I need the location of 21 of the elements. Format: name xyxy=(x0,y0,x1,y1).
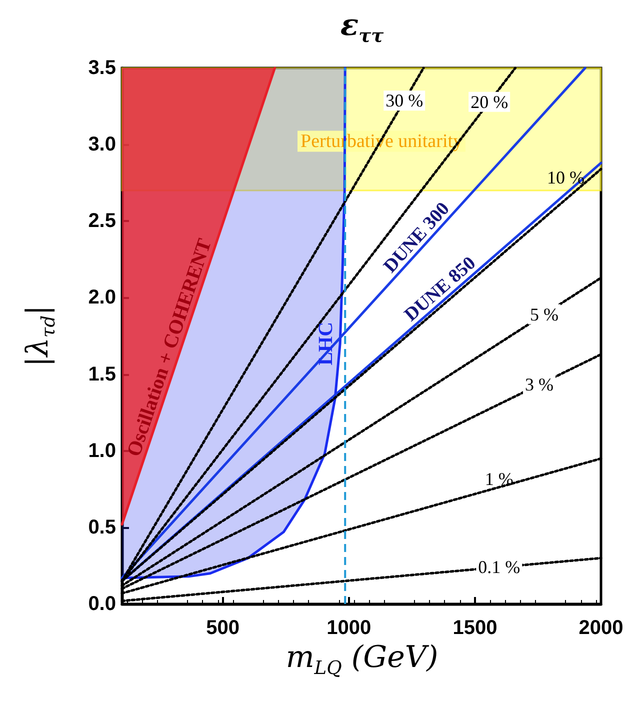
text: LHC xyxy=(315,322,338,366)
series-label: 20 % xyxy=(470,92,508,112)
y-tick-label: 1.0 xyxy=(88,440,116,462)
y-tick-label: 0.0 xyxy=(88,593,116,615)
x-tick-label: 1500 xyxy=(452,617,498,639)
x-tick-label: 500 xyxy=(206,617,240,639)
y-tick-label: 0.5 xyxy=(88,516,116,538)
y-tick-label: 2.5 xyxy=(88,210,116,232)
y-tick-label: 2.0 xyxy=(88,286,116,309)
series-label: 3 % xyxy=(524,374,554,395)
y-tick-label: 3.0 xyxy=(88,134,116,156)
x-axis-title: m$_{LQ}$ (GeV) xyxy=(286,640,438,679)
series-label: 5 % xyxy=(530,304,559,324)
chart-title: ε$_{ττ}$ xyxy=(340,8,384,47)
series-label: 0.1 % xyxy=(478,557,520,578)
y-tick-label: 3.5 xyxy=(88,57,116,79)
y-tick-label: 1.5 xyxy=(88,363,116,386)
series-label: 30 % xyxy=(386,90,424,111)
x-tick-label: 2000 xyxy=(578,617,624,639)
series-label: 10 % xyxy=(546,167,584,188)
x-tick-label: 1000 xyxy=(326,617,372,639)
